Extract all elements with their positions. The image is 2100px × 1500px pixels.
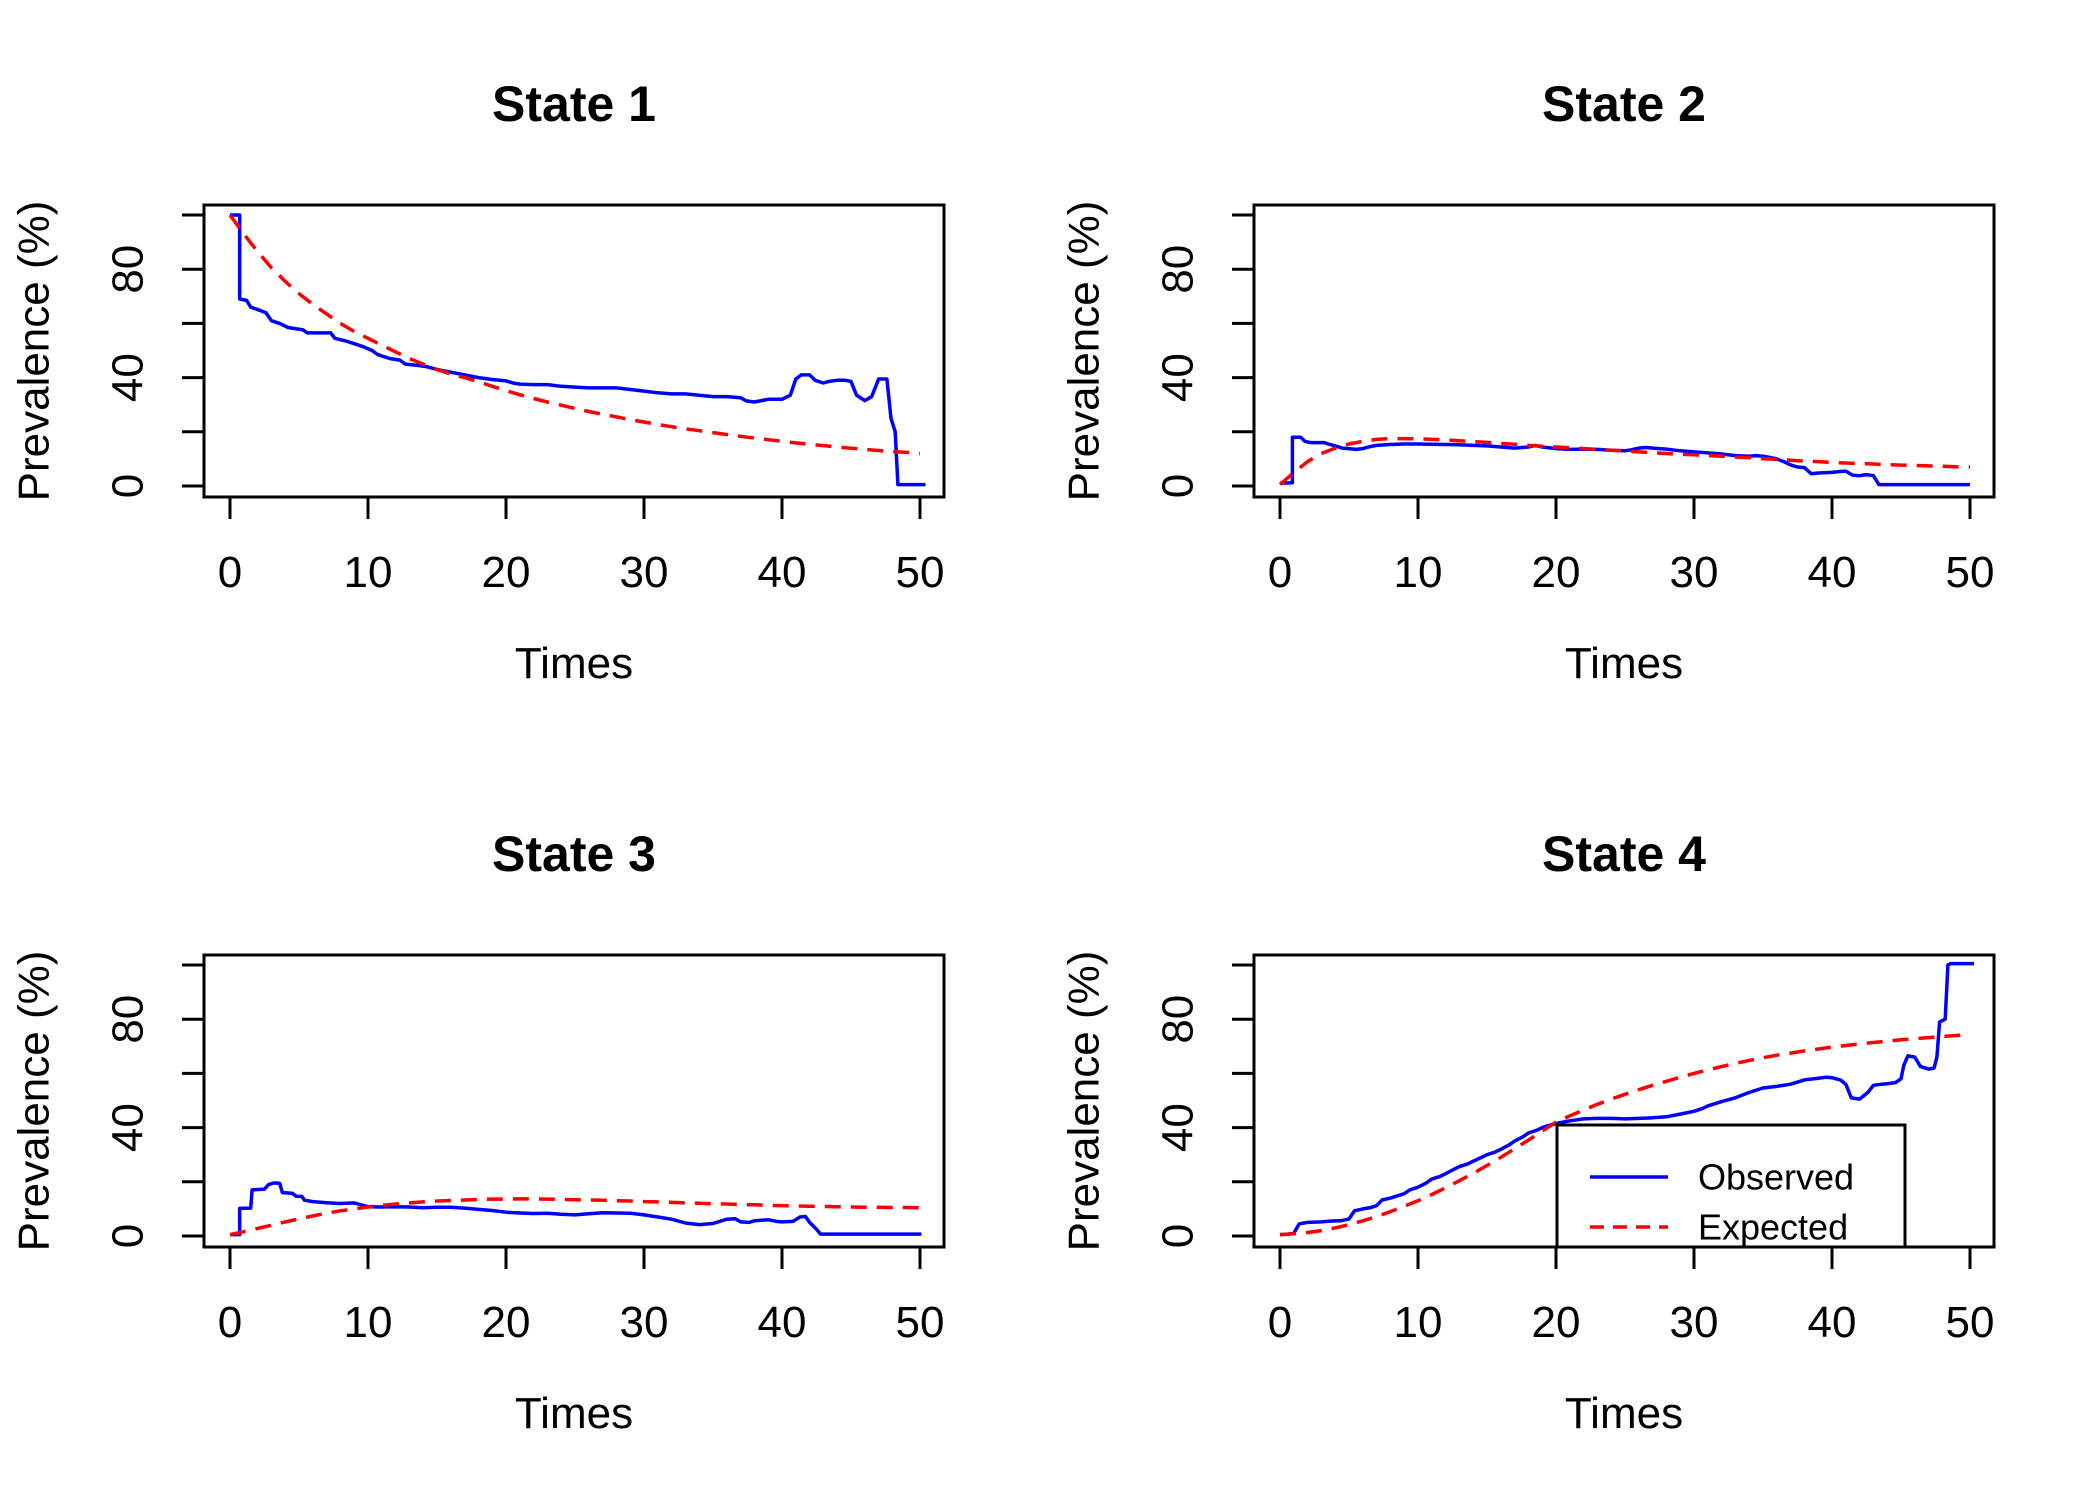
y-tick-label: 80 [1154, 995, 1203, 1044]
y-tick-label: 0 [1154, 474, 1203, 498]
x-tick-label: 0 [1268, 1298, 1292, 1347]
panel-title: State 2 [1542, 76, 1706, 132]
observed-line [230, 1181, 922, 1237]
observed-line [230, 213, 926, 487]
x-tick-label: 20 [1532, 1298, 1581, 1347]
panel-state-1-svg: 0 10 20 30 40 50 0 40 80 State 1 Times Prevalence (… [10, 76, 946, 688]
panel-state-4-svg: 0 10 20 30 40 50 0 40 80 State 4 Times Prevalence (… [1060, 826, 1996, 1438]
expected-line [228, 213, 921, 456]
x-tick-label: 20 [482, 548, 531, 597]
x-axis-label: Times [515, 639, 633, 688]
plot-box [1252, 203, 1996, 499]
y-tick-label: 80 [1154, 245, 1203, 294]
panel-title: State 4 [1542, 826, 1706, 882]
x-tick-label: 50 [896, 1298, 945, 1347]
x-tick-label: 0 [1268, 548, 1292, 597]
y-tick-label: 40 [1154, 1103, 1203, 1152]
y-tick-label: 80 [104, 245, 153, 294]
y-tick-label: 40 [104, 1103, 153, 1152]
panel-state-4: 0 10 20 30 40 50 0 40 80 State 4 Times Prevalence (… [1050, 750, 2100, 1500]
x-axis-label: Times [1565, 1389, 1683, 1438]
y-tick-label: 0 [1154, 1224, 1203, 1248]
y-tick-label: 40 [1154, 353, 1203, 402]
x-tick-label: 0 [218, 548, 242, 597]
x-tick-label: 50 [1946, 548, 1995, 597]
panel-state-3-svg: 0 10 20 30 40 50 0 40 80 State 3 Times Prevalence (… [10, 826, 946, 1438]
x-axis-label: Times [1565, 639, 1683, 688]
x-tick-label: 10 [1394, 1298, 1443, 1347]
y-axis-label: Prevalence (%) [10, 951, 59, 1252]
y-tick-label: 0 [104, 474, 153, 498]
y-tick-label: 0 [104, 1224, 153, 1248]
x-tick-label: 10 [344, 548, 393, 597]
x-tick-label: 20 [482, 1298, 531, 1347]
panel-state-3: 0 10 20 30 40 50 0 40 80 State 3 Times Prevalence (… [0, 750, 1050, 1500]
plot-box [202, 203, 946, 499]
x-tick-label: 30 [620, 548, 669, 597]
x-tick-label: 0 [218, 1298, 242, 1347]
expected-line [229, 1197, 921, 1237]
x-tick-label: 40 [1808, 548, 1857, 597]
x-tick-label: 50 [896, 548, 945, 597]
panel-state-1: 0 10 20 30 40 50 0 40 80 State 1 Times Prevalence (… [0, 0, 1050, 750]
y-axis-label: Prevalence (%) [10, 201, 59, 502]
x-tick-label: 10 [344, 1298, 393, 1347]
legend-observed-label: Observed [1698, 1157, 1854, 1198]
x-tick-label: 10 [1394, 548, 1443, 597]
panel-state-2: 0 10 20 30 40 50 0 40 80 State 2 Times Prevalence (… [1050, 0, 2100, 750]
panel-state-2-svg: 0 10 20 30 40 50 0 40 80 State 2 Times Prevalence (… [1060, 76, 1996, 688]
y-axis-label: Prevalence (%) [1060, 201, 1109, 502]
observed-line [1279, 435, 1970, 487]
x-tick-label: 30 [1670, 1298, 1719, 1347]
legend-expected-label: Expected [1698, 1207, 1848, 1248]
x-tick-label: 30 [1670, 548, 1719, 597]
x-axis-label: Times [515, 1389, 633, 1438]
expected-line [1279, 1032, 1971, 1237]
x-tick-label: 50 [1946, 1298, 1995, 1347]
observed-line [1279, 961, 1975, 1237]
x-tick-label: 40 [758, 1298, 807, 1347]
x-tick-label: 20 [1532, 548, 1581, 597]
x-tick-label: 40 [758, 548, 807, 597]
y-tick-label: 40 [104, 353, 153, 402]
y-axis-label: Prevalence (%) [1060, 951, 1109, 1252]
x-tick-label: 30 [620, 1298, 669, 1347]
y-tick-label: 80 [104, 995, 153, 1044]
panel-title: State 3 [492, 826, 656, 882]
panel-title: State 1 [492, 76, 656, 132]
x-tick-label: 40 [1808, 1298, 1857, 1347]
plot-box [202, 953, 946, 1249]
